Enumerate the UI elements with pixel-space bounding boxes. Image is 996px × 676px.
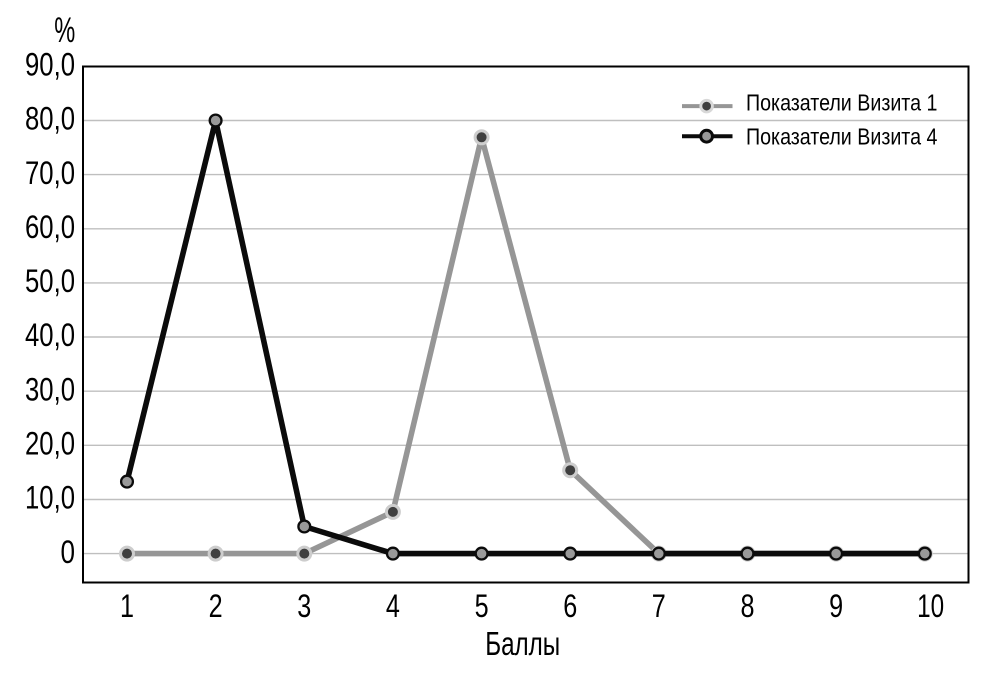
svg-text:Показатели Визита 4: Показатели Визита 4 [746,124,937,150]
svg-text:70,0: 70,0 [25,155,75,191]
svg-text:1: 1 [120,588,134,624]
svg-text:6: 6 [563,588,577,624]
svg-text:Баллы: Баллы [485,625,560,662]
svg-text:Показатели Визита 1: Показатели Визита 1 [746,90,937,116]
svg-text:30,0: 30,0 [25,371,75,407]
svg-text:5: 5 [475,588,489,624]
svg-text:3: 3 [297,588,311,624]
svg-text:9: 9 [829,588,843,624]
svg-text:8: 8 [741,588,755,624]
svg-text:40,0: 40,0 [25,317,75,353]
svg-text:50,0: 50,0 [25,263,75,299]
svg-text:2: 2 [209,588,223,624]
svg-text:60,0: 60,0 [25,209,75,245]
svg-text:%: % [54,11,75,50]
svg-text:10,0: 10,0 [25,480,75,516]
svg-text:20,0: 20,0 [25,426,75,462]
svg-text:10: 10 [917,588,944,624]
svg-text:0: 0 [61,534,76,570]
svg-text:80,0: 80,0 [25,101,75,137]
svg-text:7: 7 [652,588,666,624]
svg-text:4: 4 [386,588,400,624]
svg-text:90,0: 90,0 [25,47,75,83]
